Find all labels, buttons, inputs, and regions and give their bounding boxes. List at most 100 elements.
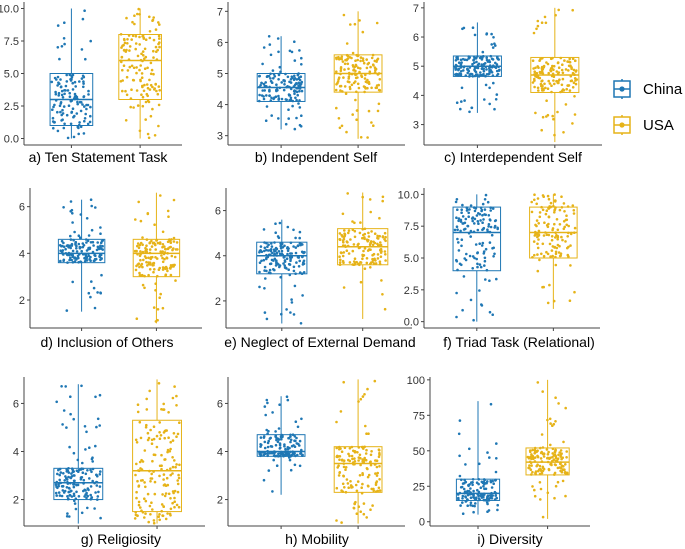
data-point (494, 479, 497, 482)
data-point (293, 77, 297, 80)
data-point (82, 478, 86, 482)
data-point (466, 71, 470, 75)
data-point (165, 476, 169, 480)
data-point (545, 61, 548, 64)
data-point (471, 481, 474, 484)
data-point (485, 56, 489, 59)
data-point (561, 77, 565, 81)
data-point (495, 457, 498, 460)
data-point (146, 86, 150, 90)
data-point (300, 63, 303, 66)
data-point (94, 395, 97, 399)
data-point (565, 87, 568, 91)
data-point (490, 66, 494, 69)
data-point (361, 57, 365, 60)
data-point (480, 208, 484, 212)
data-point (156, 241, 160, 245)
data-point (293, 439, 296, 443)
data-point (543, 15, 547, 19)
data-point (342, 261, 345, 265)
data-point (62, 259, 65, 263)
data-point (81, 461, 84, 465)
data-point (146, 212, 150, 216)
data-point (86, 103, 90, 107)
data-point (288, 446, 291, 450)
data-point (271, 490, 274, 493)
data-point (351, 461, 355, 464)
data-point (58, 104, 62, 108)
data-point (476, 262, 479, 266)
data-point (66, 495, 69, 498)
data-point (367, 109, 371, 113)
data-point (75, 244, 78, 248)
data-point (153, 480, 157, 484)
data-point (378, 453, 381, 457)
data-point (261, 89, 265, 92)
data-point (270, 242, 273, 245)
data-point (353, 257, 357, 261)
data-point (300, 448, 303, 452)
data-point (152, 425, 156, 429)
data-point (271, 251, 274, 255)
data-point (57, 484, 60, 488)
data-point (88, 477, 91, 480)
data-point (361, 472, 364, 475)
data-point (531, 448, 534, 452)
data-point (565, 223, 568, 227)
data-point (302, 259, 306, 263)
data-point (85, 107, 88, 111)
data-point (487, 497, 491, 501)
y-tick-label: 100 (407, 375, 425, 387)
data-point (373, 232, 377, 235)
data-point (283, 264, 287, 267)
data-point (136, 12, 139, 16)
data-point (263, 265, 267, 269)
data-point (556, 110, 559, 114)
data-point (489, 479, 493, 483)
data-point (483, 62, 487, 65)
data-point (277, 50, 280, 54)
data-point (471, 267, 475, 270)
data-point (67, 253, 71, 256)
data-point (170, 265, 173, 269)
data-point (159, 434, 163, 437)
data-point (475, 257, 479, 261)
data-point (550, 249, 554, 252)
data-point (342, 237, 346, 241)
data-point (293, 435, 297, 438)
data-point (357, 242, 360, 246)
data-point (494, 98, 498, 101)
data-point (363, 393, 366, 396)
data-point (547, 197, 551, 201)
data-point (289, 81, 293, 84)
data-point (369, 453, 373, 457)
data-point (70, 495, 74, 498)
data-point (135, 89, 139, 92)
data-point (458, 491, 462, 495)
data-point (560, 68, 564, 72)
data-point (459, 70, 463, 73)
data-point (557, 79, 560, 83)
data-point (61, 489, 65, 492)
data-point (473, 217, 477, 221)
data-point (63, 42, 66, 46)
data-point (568, 299, 572, 303)
data-point (144, 246, 147, 250)
data-point (491, 479, 495, 483)
data-point (338, 261, 342, 264)
data-point (486, 228, 489, 231)
data-point (531, 456, 534, 460)
data-point (378, 260, 382, 264)
data-point (93, 507, 96, 510)
data-point (82, 82, 85, 85)
data-point (158, 421, 161, 424)
data-point (287, 117, 291, 120)
data-point (273, 75, 277, 78)
data-point (549, 68, 552, 72)
data-point (362, 447, 365, 450)
data-point (342, 286, 346, 289)
y-tick-label: 4 (217, 100, 223, 112)
data-point (479, 71, 482, 74)
data-point (348, 56, 352, 59)
data-point (493, 252, 496, 256)
